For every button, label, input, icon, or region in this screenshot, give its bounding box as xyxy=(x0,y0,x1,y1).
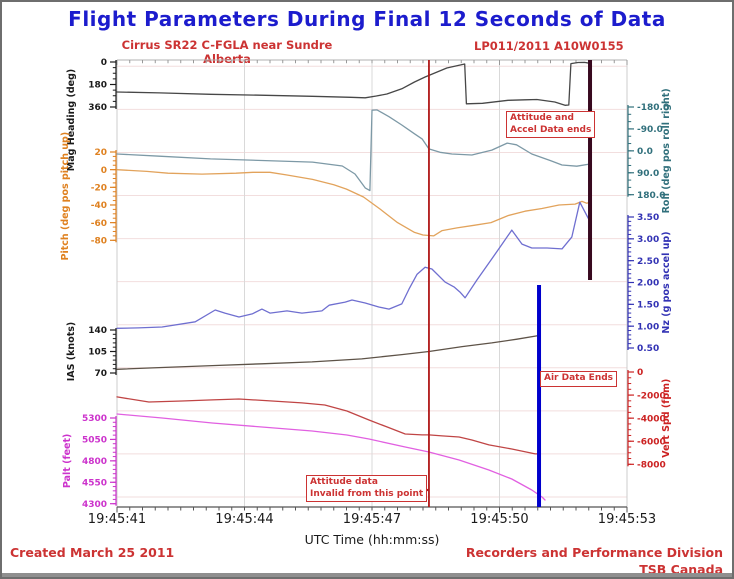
vspd-tick-label: -4000 xyxy=(637,414,666,424)
annotation-line: Attitude and xyxy=(510,113,574,123)
pitch-line xyxy=(116,169,591,237)
x-tick-label: 19:45:53 xyxy=(597,512,657,527)
roll-tick-label: 0.0 xyxy=(637,147,653,157)
x-tick-label: 19:45:44 xyxy=(215,512,274,527)
annotation-line: Air Data Ends xyxy=(544,373,614,383)
vspd-axis-title: Vert Spd (fpm) xyxy=(661,379,672,458)
palt-tick-label: 4550 xyxy=(82,478,107,488)
ias-tick-label: 140 xyxy=(88,326,107,336)
annotation-line: Accel Data ends xyxy=(510,124,592,135)
vspd-tick-label: -2000 xyxy=(637,391,666,401)
ias-line xyxy=(116,334,540,370)
annotation-air-data-ends: Air Data Ends xyxy=(540,371,618,387)
heading-tick-label: 360 xyxy=(88,103,107,113)
heading-axis-title: Mag Heading (deg) xyxy=(66,69,77,171)
palt-tick-label: 5050 xyxy=(82,436,107,446)
roll-line xyxy=(116,109,591,192)
roll-tick-label: 180.0 xyxy=(637,191,665,201)
nz-tick-label: 1.50 xyxy=(637,301,659,311)
heading-tick-label: 0 xyxy=(101,58,107,68)
pitch-tick-label: -40 xyxy=(91,201,107,211)
nz-tick-label: 3.00 xyxy=(637,235,659,245)
nz-tick-label: 2.50 xyxy=(637,257,659,267)
mag-heading-line xyxy=(116,61,591,106)
ias-tick-label: 105 xyxy=(88,348,107,358)
annotation-attitude-accel-ends: Attitude and Accel Data ends xyxy=(506,111,596,138)
vspd-tick-label: -6000 xyxy=(637,437,666,447)
window-edge xyxy=(2,573,732,577)
roll-axis-title: Roll (deg pos roll right) xyxy=(661,88,672,213)
page-title: Flight Parameters During Final 12 Second… xyxy=(68,7,666,31)
annotation-line: Attitude data xyxy=(310,477,378,487)
heading-tick-label: 180 xyxy=(88,81,107,91)
palt-line xyxy=(116,413,546,501)
x-tick-label: 19:45:41 xyxy=(87,512,147,527)
x-tick-label: 19:45:47 xyxy=(342,512,402,527)
vspd-tick-label: -8000 xyxy=(637,461,666,471)
nz-tick-label: 2.00 xyxy=(637,279,659,289)
pitch-tick-label: -60 xyxy=(91,219,107,229)
annotation-attitude-invalid: Attitude data Invalid from this point xyxy=(306,475,428,502)
roll-tick-label: 90.0 xyxy=(637,169,659,179)
nz-line xyxy=(116,201,590,329)
vspd-tick-label: 0 xyxy=(637,368,643,378)
pitch-tick-label: 20 xyxy=(94,148,107,158)
aircraft-subtitle: Cirrus SR22 C-FGLA near Sundre Alberta xyxy=(121,38,333,66)
pitch-axis-title: Pitch (deg pos pitch up) xyxy=(60,132,71,261)
vert-spd-line xyxy=(116,396,540,455)
created-date: Created March 25 2011 xyxy=(10,545,175,560)
pitch-tick-label: 0 xyxy=(101,166,107,176)
roll-tick-label: -90.0 xyxy=(637,125,663,135)
x-axis-title: UTC Time (hh:mm:ss) xyxy=(304,532,440,547)
nz-tick-label: 1.00 xyxy=(637,322,659,332)
annotation-line: Invalid from this point xyxy=(310,488,424,499)
ias-tick-label: 70 xyxy=(94,369,107,379)
ias-axis-title: IAS (knots) xyxy=(66,322,77,382)
pitch-tick-label: -80 xyxy=(91,237,107,247)
roll-tick-label: -180.0 xyxy=(637,103,669,113)
palt-tick-label: 5300 xyxy=(82,414,107,424)
x-tick-label: 19:45:50 xyxy=(470,512,529,527)
report-number: LP011/2011 A10W0155 xyxy=(474,39,624,53)
nz-axis-title: Nz (g pos accel up) xyxy=(661,231,672,333)
pitch-tick-label: -20 xyxy=(91,184,107,194)
palt-tick-label: 4300 xyxy=(82,500,107,510)
division-name: Recorders and Performance Division xyxy=(465,545,723,560)
palt-axis-title: Palt (feet) xyxy=(62,434,73,488)
nz-tick-label: 3.50 xyxy=(637,213,659,223)
nz-tick-label: 0.50 xyxy=(637,344,659,354)
palt-tick-label: 4800 xyxy=(82,457,107,467)
